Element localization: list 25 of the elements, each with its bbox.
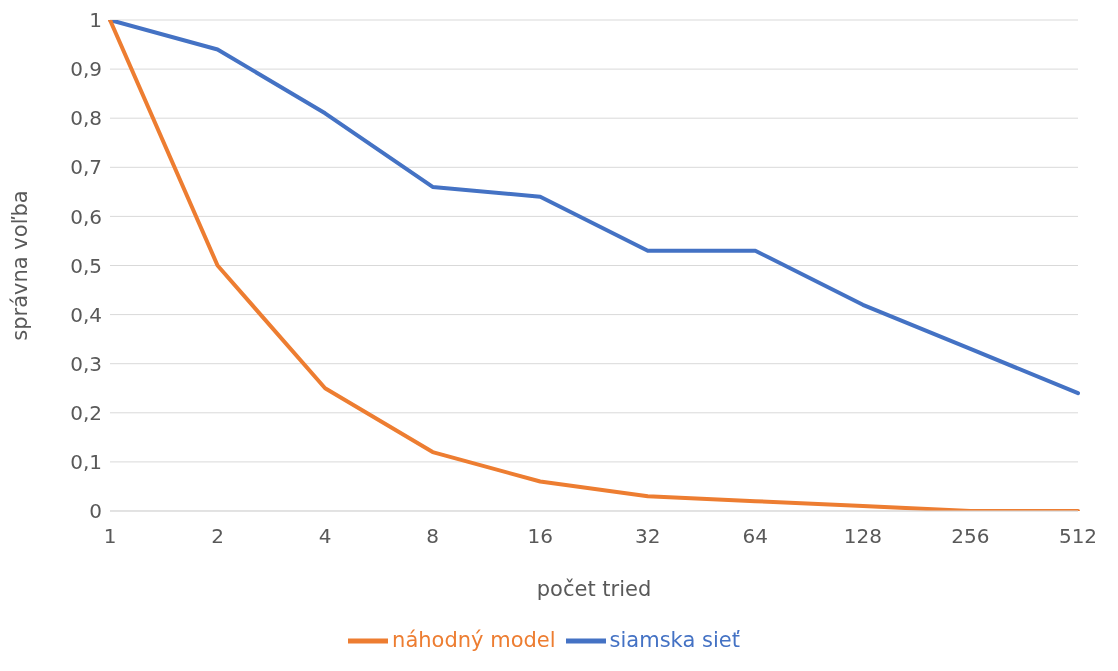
legend-label: náhodný model bbox=[392, 628, 556, 652]
y-tick-label: 0,8 bbox=[70, 106, 102, 131]
x-tick-label: 4 bbox=[318, 524, 332, 549]
x-tick-label: 512 bbox=[1058, 524, 1098, 549]
legend-label: siamska sieť bbox=[609, 628, 740, 652]
y-tick-label: 0,2 bbox=[70, 400, 102, 425]
y-tick-label: 0,9 bbox=[70, 57, 102, 82]
x-tick-label: 16 bbox=[527, 524, 553, 549]
x-tick-label: 256 bbox=[951, 524, 990, 549]
y-tick-label: 0,3 bbox=[70, 351, 102, 376]
y-tick-label: 0,6 bbox=[70, 204, 102, 229]
y-axis-title: správna voľba bbox=[8, 190, 33, 341]
y-tick-label: 0,1 bbox=[70, 450, 102, 474]
x-tick-label: 8 bbox=[426, 524, 440, 549]
line-series bbox=[108, 20, 1080, 511]
x-axis-title: počet tried bbox=[536, 576, 652, 601]
y-tick-label: 1 bbox=[89, 8, 102, 33]
x-tick-label: 2 bbox=[211, 524, 224, 549]
y-tick-label: 0 bbox=[89, 499, 102, 524]
y-tick-label: 0,5 bbox=[70, 253, 102, 278]
x-tick-label: 128 bbox=[843, 524, 882, 549]
x-tick-label: 64 bbox=[742, 524, 769, 549]
x-tick-label: 32 bbox=[635, 524, 661, 549]
y-tick-label: 0,7 bbox=[70, 155, 102, 180]
y-tick-label: 0,4 bbox=[70, 302, 102, 327]
